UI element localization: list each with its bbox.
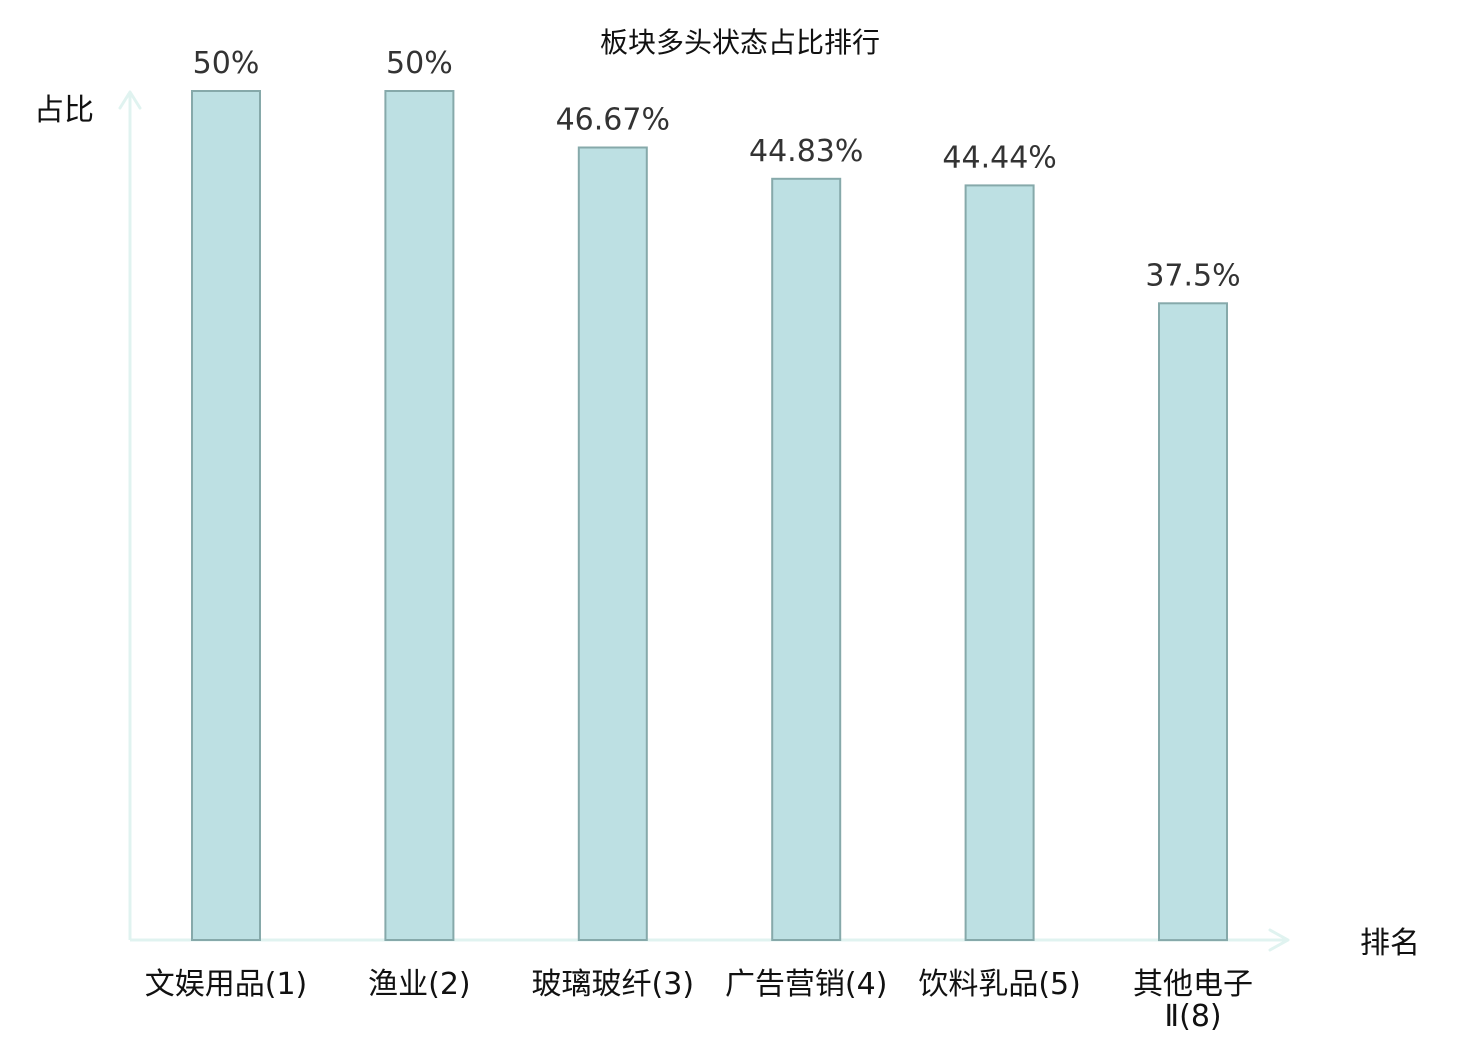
category-label-line: 饮料乳品(5) [918,967,1081,1002]
category-label: 文娱用品(1) [145,967,308,1002]
category-label-line: Ⅱ(8) [1164,999,1221,1034]
category-label-line: 玻璃玻纤(3) [532,967,695,1002]
value-label: 44.44% [942,140,1056,175]
bars-group [191,90,1228,942]
x-axis-label: 排名 [1360,926,1420,961]
bar [191,90,261,941]
chart-title: 板块多头状态占比排行 [600,26,880,59]
x-axis [130,928,1290,952]
value-label: 50% [386,46,453,81]
value-label: 50% [193,46,260,81]
value-label: 44.83% [749,134,863,169]
category-label: 玻璃玻纤(3) [532,967,695,1002]
category-label: 其他电子 Ⅱ(8) [1133,967,1253,1034]
x-axis-arrow [1268,928,1290,952]
y-axis [118,90,142,940]
category-label: 广告营销(4) [725,967,888,1002]
category-label-line: 其他电子 [1133,967,1253,1002]
y-axis-arrow [118,90,142,110]
value-label: 37.5% [1145,258,1240,293]
y-axis-label: 占比 [34,93,94,128]
category-label-line: 渔业(2) [368,967,471,1002]
value-labels-group: 50% 50% 46.67% 44.83% 44.44% 37.5% [193,46,1241,293]
category-label: 饮料乳品(5) [918,967,1081,1002]
bar [384,90,455,941]
value-label: 46.67% [556,103,670,138]
category-label: 渔业(2) [368,967,471,1002]
category-label-line: 广告营销(4) [725,967,888,1002]
bar [771,177,842,942]
bar [577,146,648,941]
bar [964,184,1035,941]
category-label-line: 文娱用品(1) [145,967,308,1002]
bar [1158,302,1228,942]
category-labels-group: 文娱用品(1) 渔业(2) 玻璃玻纤(3) 广告营销(4) 饮料乳品(5) 其他电子 Ⅱ(8… [145,967,1253,1034]
